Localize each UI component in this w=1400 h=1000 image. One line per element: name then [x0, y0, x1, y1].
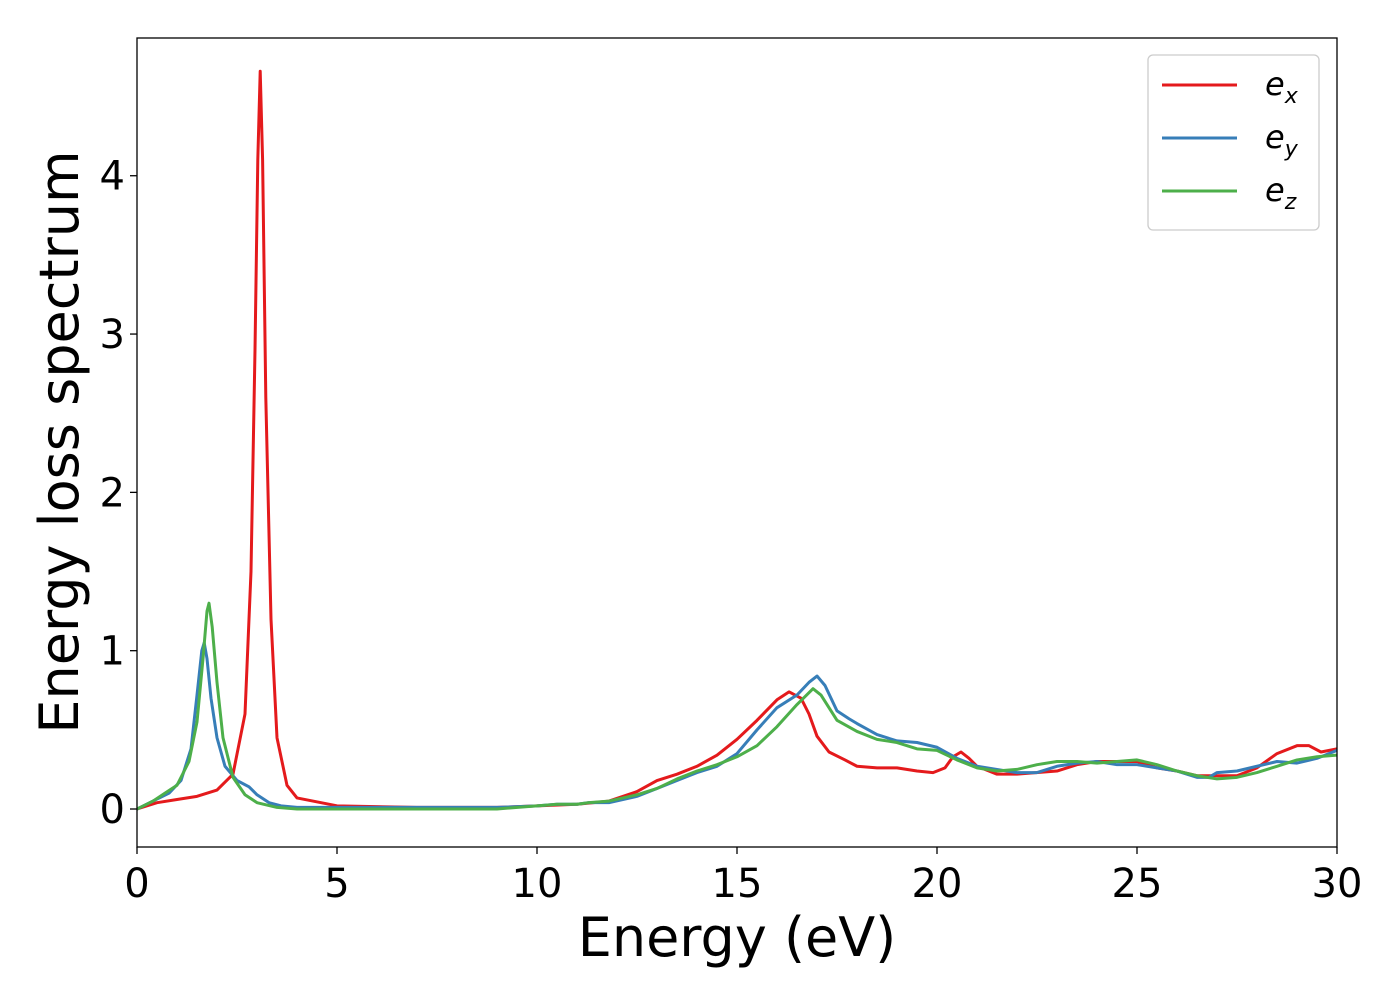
series-layer [137, 69, 1337, 811]
x-axis-ticks: 0 5 10 15 20 25 30 [124, 847, 1362, 907]
y-tick-label: 4 [100, 154, 125, 200]
legend-label-x: ex [1265, 65, 1299, 109]
y-tick-label: 0 [100, 787, 125, 833]
legend-label-y: ey [1265, 118, 1299, 162]
y-axis-label: Energy loss spectrum [28, 150, 91, 733]
x-tick-label: 10 [512, 861, 563, 907]
x-axis-label: Energy (eV) [578, 906, 897, 969]
y-tick-label: 2 [100, 470, 125, 516]
x-tick-label: 30 [1312, 861, 1363, 907]
y-tick-label: 1 [100, 629, 125, 675]
series-line-z [137, 601, 1337, 811]
x-tick-label: 15 [712, 861, 763, 907]
y-axis-ticks: 0 1 2 3 4 [100, 154, 137, 833]
y-tick-label: 3 [100, 312, 125, 358]
legend-box [1147, 54, 1320, 231]
x-tick-label: 25 [1112, 861, 1163, 907]
x-tick-label: 0 [124, 861, 149, 907]
x-tick-label: 20 [912, 861, 963, 907]
x-tick-label: 5 [324, 861, 349, 907]
series-line-y [137, 641, 1337, 811]
